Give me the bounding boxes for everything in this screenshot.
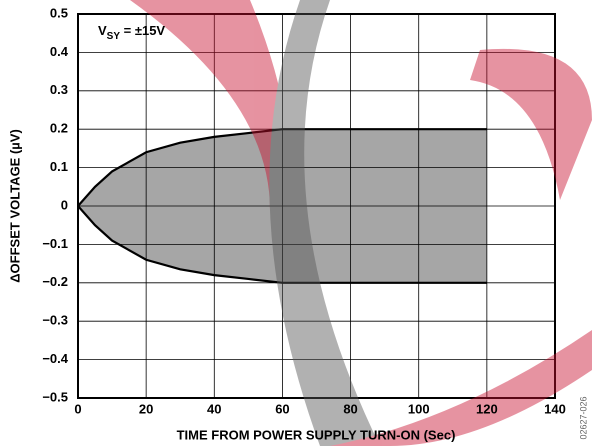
y-tick-label: −0.3 <box>42 313 68 328</box>
annotation-base: V <box>98 23 107 38</box>
y-tick-label: −0.4 <box>42 351 68 366</box>
annotation-rest: = ±15V <box>120 23 165 38</box>
annotation: VSY = ±15V <box>98 23 165 41</box>
y-tick-label: 0.1 <box>50 159 68 174</box>
y-axis-title: ΔOFFSET VOLTAGE (µV) <box>7 129 22 283</box>
annotation-sub: SY <box>107 31 121 42</box>
y-tick-label: 0.2 <box>50 121 68 136</box>
y-tick-label: −0.1 <box>42 236 68 251</box>
x-tick-label: 60 <box>275 401 289 416</box>
x-tick-label: 40 <box>207 401 221 416</box>
x-tick-label: 120 <box>476 401 498 416</box>
x-tick-label: 0 <box>74 401 81 416</box>
plot-frame <box>77 13 556 399</box>
x-axis-title: TIME FROM POWER SUPPLY TURN-ON (Sec) <box>177 427 456 442</box>
y-tick-label: 0.5 <box>50 5 68 20</box>
y-tick-label: −0.5 <box>42 389 68 404</box>
x-tick-label: 20 <box>139 401 153 416</box>
watermark-shape <box>470 48 592 201</box>
x-tick-label: 140 <box>544 401 566 416</box>
y-tick-label: 0.3 <box>50 82 68 97</box>
figure-code: 02627-026 <box>578 396 588 439</box>
y-tick-label: −0.2 <box>42 274 68 289</box>
plot <box>77 13 556 399</box>
y-tick-label: 0.4 <box>50 44 69 59</box>
x-tick-label: 100 <box>408 401 430 416</box>
x-tick-label: 80 <box>343 401 357 416</box>
y-tick-label: 0 <box>61 197 68 212</box>
